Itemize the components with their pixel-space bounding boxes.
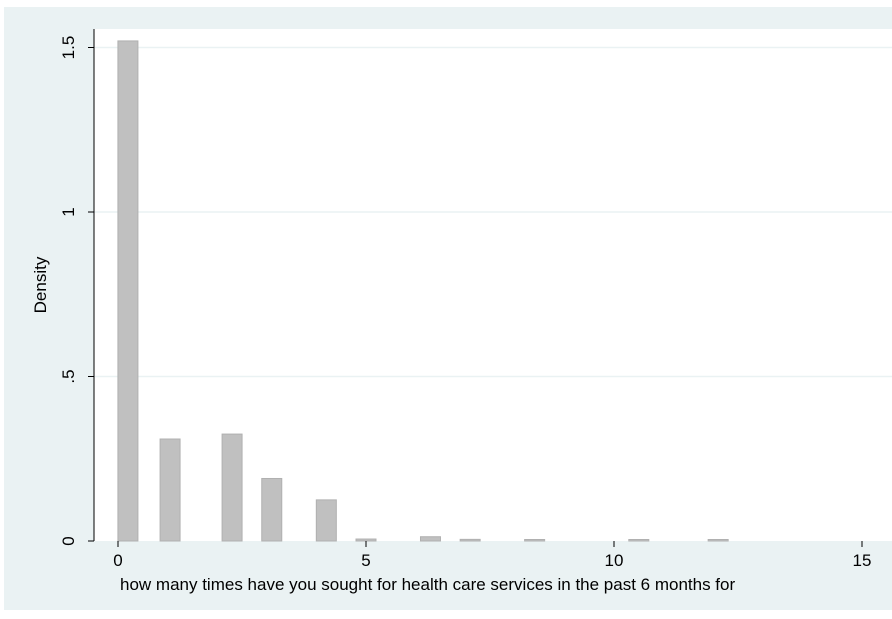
histogram-bar — [524, 539, 546, 542]
x-axis-title: how many times have you sought for healt… — [120, 575, 735, 594]
histogram-bar — [459, 538, 481, 542]
x-tick-label: 15 — [853, 551, 872, 570]
histogram-bar — [419, 536, 441, 542]
histogram-bar — [221, 433, 243, 542]
x-tick-label: 10 — [605, 551, 624, 570]
histogram-bar — [628, 539, 650, 542]
histogram-bar — [707, 539, 729, 542]
histogram-bar — [261, 477, 283, 542]
y-axis-title: Density — [31, 256, 50, 313]
x-axis-ticks: 0 5 10 15 — [113, 541, 871, 570]
bars — [117, 40, 729, 542]
y-axis-ticks: 0 .5 1 1.5 — [59, 36, 94, 546]
histogram-bar — [159, 438, 181, 542]
grid-lines — [94, 46, 892, 378]
histogram-bar — [117, 40, 139, 542]
histogram-bar — [355, 538, 377, 542]
histogram-bar — [315, 499, 337, 542]
y-tick-label: 0 — [59, 536, 78, 545]
y-tick-label: 1.5 — [59, 36, 78, 60]
x-tick-label: 5 — [361, 551, 370, 570]
x-tick-label: 0 — [113, 551, 122, 570]
plot-area — [94, 29, 892, 541]
y-tick-label: 1 — [59, 207, 78, 216]
y-tick-label: .5 — [59, 369, 78, 383]
